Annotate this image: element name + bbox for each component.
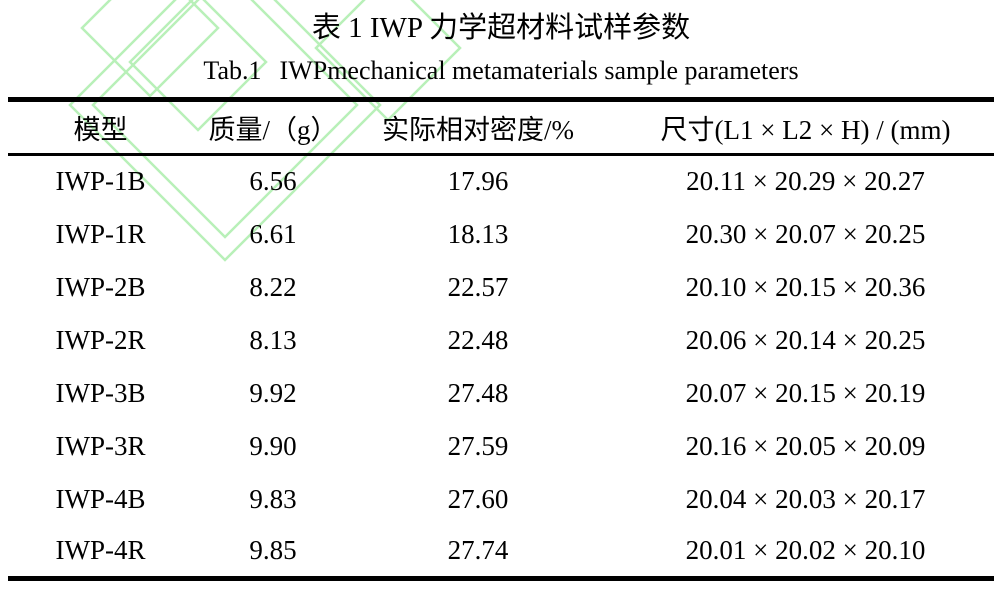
table-title-english-label: Tab.1 (203, 56, 262, 85)
dimensions-cell: 20.10 × 20.15 × 20.36 (685, 271, 926, 302)
table-title-chinese: 表 1 IWP 力学超材料试样参数 (311, 12, 691, 44)
watermark-diamond-small-right (314, 0, 462, 122)
header-dimensions: 尺寸(L1 × L2 × H) / (mm) (660, 115, 951, 145)
mass-cell: 8.13 (249, 324, 297, 355)
density-cell: 22.57 (447, 271, 509, 302)
header-row: 模型 质量/（g） 实际相对密度/% 尺寸(L1 × L2 × H) / (mm… (8, 100, 994, 155)
watermark-diamond-large-outer (68, 0, 382, 262)
dimensions-cell: 20.06 × 20.14 × 20.25 (685, 324, 926, 355)
header-mass: 质量/（g） (208, 115, 338, 145)
mass-cell: 8.22 (249, 271, 297, 302)
table-header: 模型 质量/（g） 实际相对密度/% 尺寸(L1 × L2 × H) / (mm… (8, 100, 994, 155)
sample-parameters-table: 模型 质量/（g） 实际相对密度/% 尺寸(L1 × L2 × H) / (mm… (8, 97, 994, 581)
density-cell: 27.74 (447, 535, 509, 566)
header-density: 实际相对密度/% (382, 115, 574, 145)
table-row: IWP-4R 9.85 27.74 20.01 × 20.02 × 20.10 (8, 526, 994, 579)
mass-cell: 9.83 (249, 483, 297, 514)
dimensions-cell: 20.11 × 20.29 × 20.27 (686, 166, 925, 197)
table-title-english: Tab.1 IWPmechanical metamaterials sample… (0, 56, 1002, 86)
dimensions-cell: 20.16 × 20.05 × 20.09 (685, 430, 926, 461)
dimensions-cell: 20.30 × 20.07 × 20.25 (685, 218, 926, 249)
mass-cell: 6.56 (249, 166, 297, 197)
density-cell: 27.48 (447, 377, 509, 408)
table-row: IWP-3R 9.90 27.59 20.16 × 20.05 × 20.09 (8, 420, 994, 473)
header-model: 模型 (73, 115, 128, 145)
table-title-english-text: IWPmechanical metamaterials sample param… (279, 56, 799, 85)
mass-cell: 6.61 (249, 218, 297, 249)
table-row: IWP-1R 6.61 18.13 20.30 × 20.07 × 20.25 (8, 208, 994, 261)
table-row: IWP-2R 8.13 22.48 20.06 × 20.14 × 20.25 (8, 314, 994, 367)
table-row: IWP-4B 9.83 27.60 20.04 × 20.03 × 20.17 (8, 473, 994, 526)
table-row: IWP-2B 8.22 22.57 20.10 × 20.15 × 20.36 (8, 261, 994, 314)
density-cell: 18.13 (447, 218, 509, 249)
model-cell: IWP-2R (55, 324, 146, 355)
model-cell: IWP-4R (55, 535, 146, 566)
model-cell: IWP-1B (55, 166, 146, 197)
dimensions-cell: 20.04 × 20.03 × 20.17 (685, 483, 926, 514)
watermark-diamond-large-inner (91, 0, 359, 239)
table-body: IWP-1B 6.56 17.96 20.11 × 20.29 × 20.27 … (8, 155, 994, 579)
diamond-lattice-watermark-icon (68, 0, 462, 262)
density-cell: 27.59 (447, 430, 509, 461)
dimensions-cell: 20.01 × 20.02 × 20.10 (685, 535, 926, 566)
density-cell: 17.96 (447, 166, 509, 197)
watermark-diamond-small-mid (128, 0, 268, 132)
model-cell: IWP-3R (55, 430, 146, 461)
mass-cell: 9.90 (249, 430, 297, 461)
mass-cell: 9.92 (249, 377, 297, 408)
density-cell: 22.48 (447, 324, 509, 355)
model-cell: IWP-3B (55, 377, 146, 408)
model-cell: IWP-2B (55, 271, 146, 302)
watermark-diamond-small-left (80, 0, 220, 98)
dimensions-cell: 20.07 × 20.15 × 20.19 (685, 377, 926, 408)
table-row: IWP-1B 6.56 17.96 20.11 × 20.29 × 20.27 (8, 155, 994, 208)
density-cell: 27.60 (447, 483, 509, 514)
table-row: IWP-3B 9.92 27.48 20.07 × 20.15 × 20.19 (8, 367, 994, 420)
model-cell: IWP-1R (55, 218, 146, 249)
model-cell: IWP-4B (55, 483, 146, 514)
mass-cell: 9.85 (249, 535, 297, 566)
